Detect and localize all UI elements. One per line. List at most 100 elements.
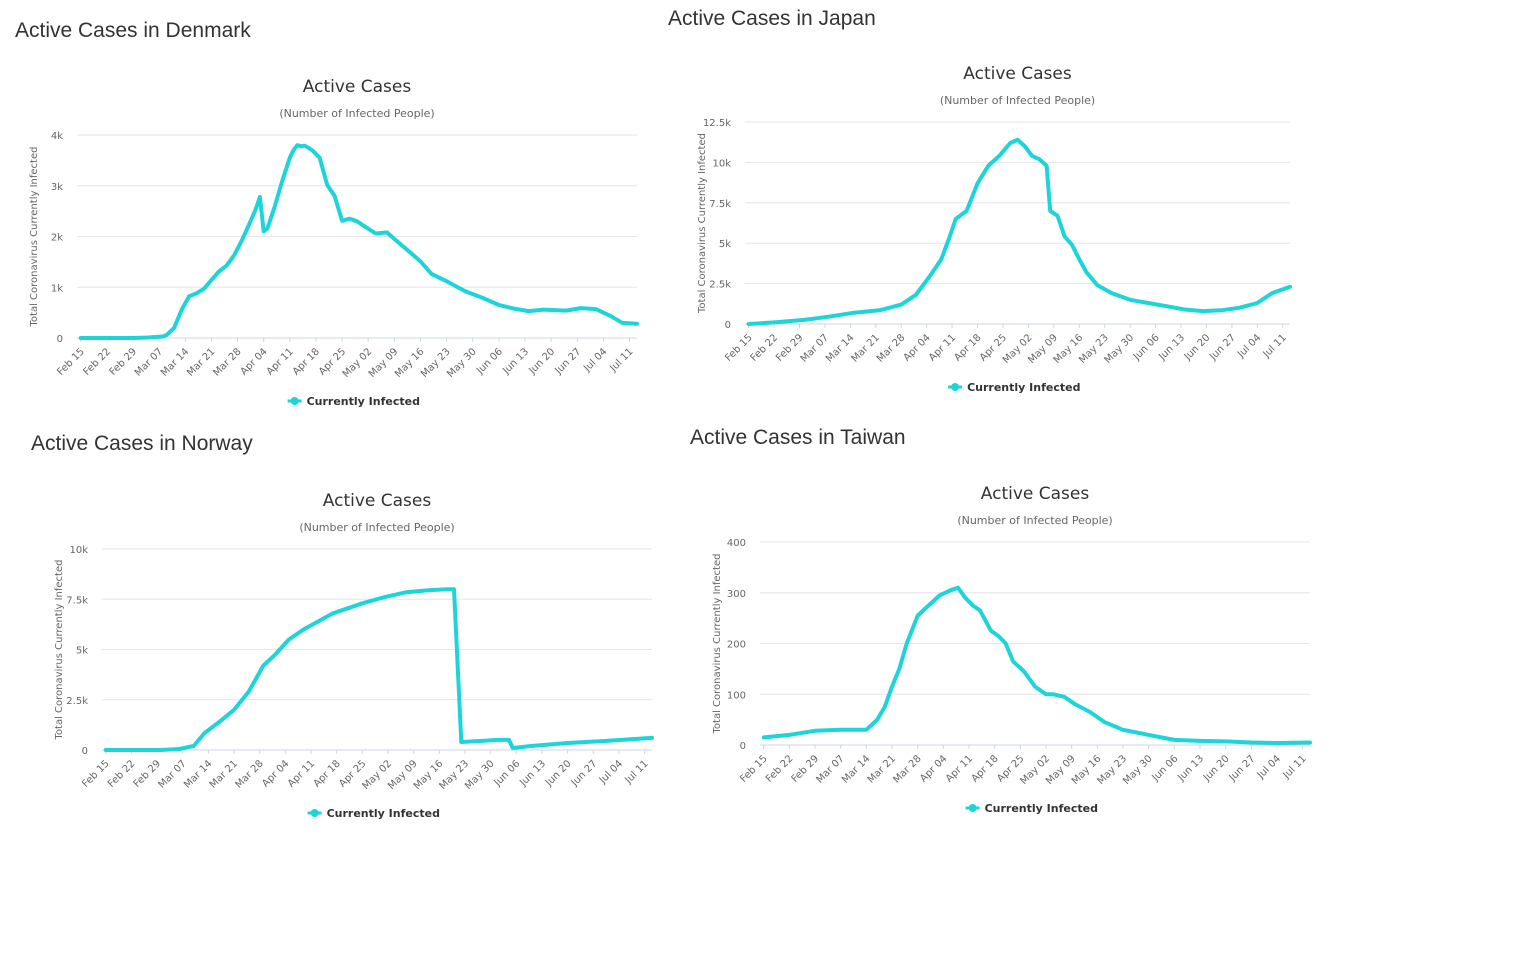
chart-title: Active Cases: [963, 64, 1072, 84]
x-tick-label: Apr 11: [927, 332, 958, 363]
x-tick-label: Mar 07: [133, 346, 165, 378]
y-axis-label: Total Coronavirus Currently Infected: [29, 147, 40, 328]
x-tick-label: Mar 28: [211, 346, 243, 378]
y-tick-label: 300: [727, 589, 746, 600]
x-tick-label: Apr 18: [312, 758, 343, 789]
series-line-currently-infected: [103, 587, 654, 752]
x-tick-label: Jun 06: [474, 346, 505, 377]
legend-marker-icon: [968, 804, 977, 812]
y-tick-label: 0: [740, 741, 746, 752]
x-tick-label: Jun 06: [1131, 332, 1162, 363]
y-tick-label: 10k: [69, 545, 88, 556]
y-tick-label: 0: [82, 746, 88, 757]
x-tick-label: Jun 13: [517, 758, 548, 789]
x-tick-label: Jul 11: [1281, 753, 1309, 781]
series-line-currently-infected: [746, 137, 1292, 326]
chart-title: Active Cases: [303, 77, 412, 97]
x-tick-label: Apr 18: [970, 753, 1001, 784]
x-tick-label: Apr 04: [260, 758, 291, 789]
x-tick-label: Jun 20: [1182, 332, 1213, 363]
legend-item[interactable]: Currently Infected: [327, 807, 440, 820]
x-tick-label: May 30: [445, 346, 479, 380]
chart-title: Active Cases: [981, 484, 1090, 504]
legend-item[interactable]: Currently Infected: [985, 802, 1098, 815]
y-axis-label: Total Coronavirus Currently Infected: [712, 554, 723, 735]
y-tick-label: 7.5k: [66, 595, 88, 606]
y-tick-label: 200: [727, 640, 746, 651]
x-tick-label: Jun 27: [553, 346, 584, 377]
y-tick-label: 2k: [51, 233, 63, 244]
x-tick-label: Feb 15: [55, 346, 87, 378]
y-tick-label: 7.5k: [709, 199, 731, 210]
panel-heading: Active Cases in Denmark: [15, 19, 251, 42]
x-tick-label: Feb 15: [738, 753, 770, 785]
panel-heading: Active Cases in Japan: [668, 7, 876, 30]
chart-subtitle: (Number of Infected People): [957, 514, 1112, 527]
x-tick-label: Jun 13: [1175, 753, 1206, 784]
y-tick-label: 400: [727, 538, 746, 549]
chart-subtitle: (Number of Infected People): [940, 94, 1095, 107]
x-tick-label: Jun 27: [569, 758, 600, 789]
x-tick-label: Jun 20: [526, 346, 557, 377]
x-tick-label: Apr 11: [286, 758, 317, 789]
y-tick-label: 100: [727, 690, 746, 701]
legend-marker-icon: [290, 397, 299, 405]
series-line-currently-infected: [78, 143, 639, 340]
legend-item[interactable]: Currently Infected: [307, 395, 420, 408]
chart-subtitle: (Number of Infected People): [279, 107, 434, 120]
y-axis-label: Total Coronavirus Currently Infected: [697, 133, 708, 314]
y-tick-label: 12.5k: [703, 118, 731, 129]
x-tick-label: Apr 11: [944, 753, 975, 784]
x-tick-label: Feb 22: [764, 753, 796, 785]
y-tick-label: 1k: [51, 283, 63, 294]
active-cases-chart: Active Cases (Number of Infected People) 0…: [29, 77, 639, 408]
x-tick-label: Jul 11: [1261, 332, 1289, 360]
x-tick-label: Mar 21: [185, 346, 217, 378]
x-tick-label: Jul 11: [607, 346, 635, 374]
y-tick-label: 5k: [719, 239, 731, 250]
chart-subtitle: (Number of Infected People): [299, 521, 454, 534]
x-tick-label: Apr 04: [918, 753, 949, 784]
x-tick-label: Jun 27: [1227, 753, 1258, 784]
x-tick-label: Mar 28: [891, 753, 923, 785]
y-tick-label: 3k: [51, 182, 63, 193]
y-tick-label: 2.5k: [709, 280, 731, 291]
x-tick-label: Jul 04: [597, 758, 625, 786]
legend-marker-icon: [310, 809, 319, 817]
active-cases-chart: Active Cases (Number of Infected People) 0…: [697, 64, 1292, 394]
x-tick-label: Jun 13: [500, 346, 531, 377]
x-tick-label: Jun 20: [1201, 753, 1232, 784]
x-tick-label: Jun 27: [1207, 332, 1238, 363]
y-tick-label: 5k: [76, 646, 88, 657]
x-tick-label: Mar 14: [159, 346, 191, 378]
active-cases-chart: Active Cases (Number of Infected People) 0…: [54, 491, 654, 820]
x-tick-label: Jul 04: [1255, 753, 1283, 781]
x-tick-label: Feb 22: [81, 346, 113, 378]
x-tick-label: Mar 28: [233, 758, 265, 790]
x-tick-label: Jun 06: [1150, 753, 1181, 784]
legend-marker-icon: [951, 383, 960, 391]
x-tick-label: Feb 15: [80, 758, 112, 790]
y-tick-label: 4k: [51, 131, 63, 142]
x-tick-label: Jun 13: [1156, 332, 1187, 363]
x-tick-label: Mar 28: [875, 332, 907, 364]
legend-item[interactable]: Currently Infected: [967, 381, 1080, 394]
y-axis-label: Total Coronavirus Currently Infected: [54, 560, 65, 741]
y-tick-label: 10k: [712, 158, 731, 169]
x-tick-label: Apr 04: [902, 332, 933, 363]
y-tick-label: 0: [725, 320, 731, 331]
x-tick-label: Jun 20: [543, 758, 574, 789]
y-tick-label: 0: [57, 334, 63, 345]
x-tick-label: Jul 11: [623, 758, 651, 786]
active-cases-chart: Active Cases (Number of Infected People) 0…: [712, 484, 1312, 815]
x-tick-label: Jul 04: [1235, 332, 1263, 360]
x-tick-label: Apr 11: [265, 346, 296, 377]
y-tick-label: 2.5k: [66, 696, 88, 707]
panel-heading: Active Cases in Taiwan: [690, 426, 906, 449]
x-tick-label: Apr 04: [239, 346, 270, 377]
x-tick-label: Jul 04: [581, 346, 609, 374]
x-tick-label: Apr 18: [291, 346, 322, 377]
x-tick-label: Feb 22: [106, 758, 138, 790]
x-tick-label: Feb 15: [723, 332, 755, 364]
series-line-currently-infected: [761, 585, 1312, 745]
